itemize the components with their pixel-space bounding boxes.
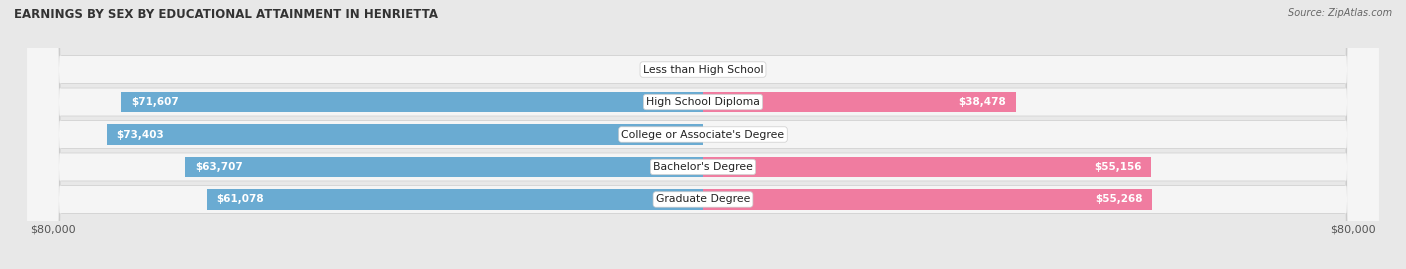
Text: EARNINGS BY SEX BY EDUCATIONAL ATTAINMENT IN HENRIETTA: EARNINGS BY SEX BY EDUCATIONAL ATTAINMEN…: [14, 8, 439, 21]
FancyBboxPatch shape: [27, 0, 1379, 269]
Bar: [107, 125, 703, 144]
Text: $73,403: $73,403: [117, 129, 165, 140]
Text: $0: $0: [716, 129, 730, 140]
FancyBboxPatch shape: [28, 0, 1378, 269]
FancyBboxPatch shape: [27, 0, 1379, 269]
Text: Graduate Degree: Graduate Degree: [655, 194, 751, 204]
FancyBboxPatch shape: [28, 0, 1378, 269]
FancyBboxPatch shape: [28, 0, 1378, 269]
FancyBboxPatch shape: [27, 0, 1379, 269]
Text: Less than High School: Less than High School: [643, 65, 763, 75]
Text: College or Associate's Degree: College or Associate's Degree: [621, 129, 785, 140]
Text: $38,478: $38,478: [957, 97, 1005, 107]
Text: $61,078: $61,078: [217, 194, 264, 204]
Bar: [703, 92, 1015, 112]
Text: High School Diploma: High School Diploma: [647, 97, 759, 107]
Bar: [703, 189, 1152, 210]
Text: Bachelor's Degree: Bachelor's Degree: [652, 162, 754, 172]
FancyBboxPatch shape: [27, 0, 1379, 269]
Text: $0: $0: [676, 65, 690, 75]
FancyBboxPatch shape: [28, 0, 1378, 269]
FancyBboxPatch shape: [28, 0, 1378, 269]
Bar: [121, 92, 703, 112]
Text: Source: ZipAtlas.com: Source: ZipAtlas.com: [1288, 8, 1392, 18]
Text: $0: $0: [716, 65, 730, 75]
Bar: [186, 157, 703, 177]
Bar: [703, 157, 1152, 177]
Text: $55,156: $55,156: [1094, 162, 1142, 172]
FancyBboxPatch shape: [27, 0, 1379, 269]
Text: $63,707: $63,707: [195, 162, 243, 172]
Bar: [207, 189, 703, 210]
Text: $55,268: $55,268: [1095, 194, 1142, 204]
Text: $71,607: $71,607: [131, 97, 179, 107]
